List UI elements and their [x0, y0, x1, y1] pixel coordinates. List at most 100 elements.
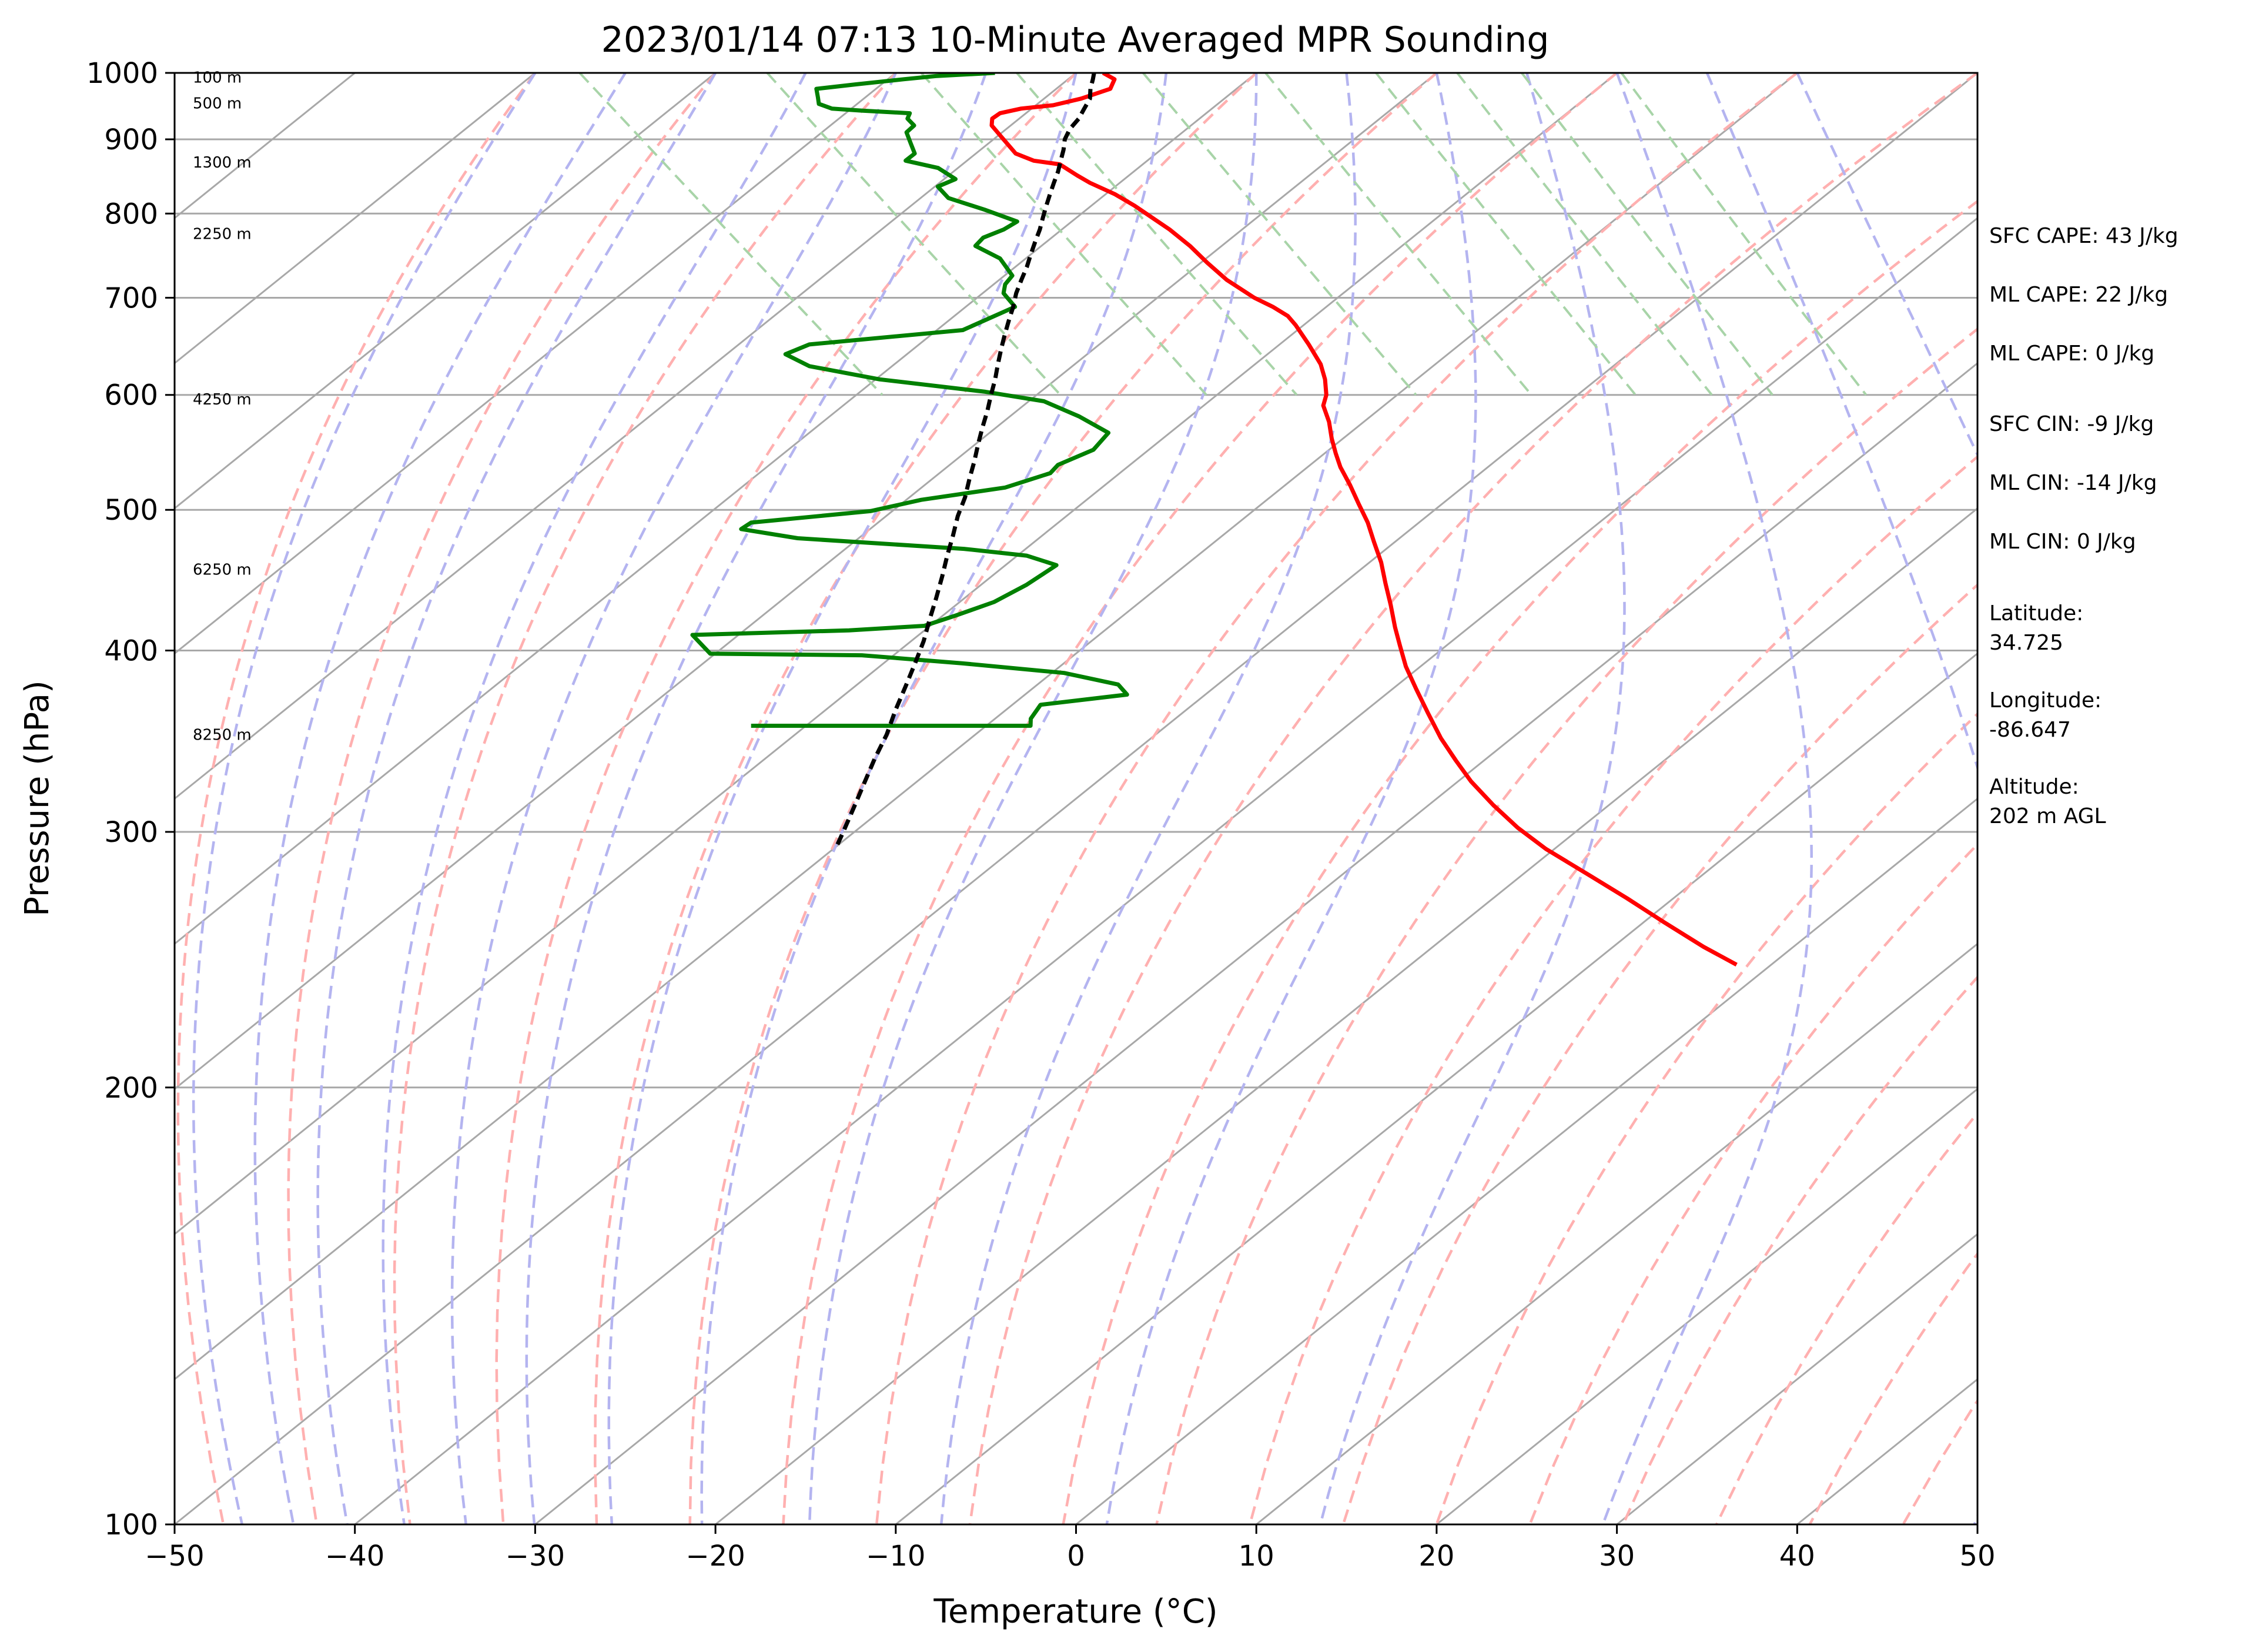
dry-adiabat [1435, 712, 1977, 1524]
isotherm [175, 73, 717, 510]
height-label: 1300 m [193, 154, 252, 172]
moist-adiabat [939, 73, 1357, 1524]
height-label: 4250 m [193, 391, 252, 409]
mixing-ratio-line [1142, 73, 1417, 396]
isotherm [175, 73, 536, 364]
moist-adiabat [1105, 73, 1477, 1524]
isotherm [175, 73, 1618, 1236]
y-tick-label: 600 [104, 379, 158, 412]
temperature-trace [989, 73, 1738, 967]
mixing-ratio-line [1264, 73, 1532, 396]
dry-adiabat [782, 73, 1618, 1524]
info-line: 202 m AGL [1989, 804, 2106, 828]
moist-adiabat [1319, 73, 1626, 1524]
dewpoint-trace [690, 73, 1129, 728]
mixing-ratio-line [1521, 73, 1773, 396]
mixing-ratio-line [1375, 73, 1637, 396]
isotherm [175, 73, 1257, 945]
y-tick-label: 900 [104, 123, 158, 156]
isotherm [1256, 942, 1977, 1524]
info-line: Altitude: [1989, 775, 2079, 799]
height-label: 8250 m [193, 727, 252, 744]
isotherm [715, 507, 1977, 1524]
mixing-ratio-line [1620, 73, 1868, 396]
y-tick-label: 500 [104, 494, 158, 527]
x-tick-label: 50 [1959, 1540, 1995, 1573]
dry-adiabat [393, 73, 897, 1524]
info-line: ML CIN: -14 J/kg [1989, 471, 2157, 495]
x-tick-label: −40 [325, 1540, 384, 1573]
mixing-ratio-line [1016, 73, 1298, 396]
x-tick-label: 30 [1599, 1540, 1635, 1573]
height-label: 100 m [193, 69, 242, 87]
chart-title: 2023/01/14 07:13 10-Minute Averaged MPR … [601, 19, 1550, 61]
dry-adiabat [176, 73, 537, 1524]
dry-adiabat [1341, 583, 1977, 1524]
x-tick-label: −30 [506, 1540, 565, 1573]
isotherm [175, 73, 1977, 1524]
x-tick-label: 40 [1779, 1540, 1815, 1573]
moist-adiabat [316, 73, 717, 1524]
isotherm [534, 362, 1977, 1524]
dry-adiabat [1062, 199, 1977, 1524]
isotherm [1075, 797, 1977, 1524]
y-tick-label: 100 [104, 1509, 158, 1541]
moist-adiabat [253, 73, 627, 1524]
mixing-ratio-line [1456, 73, 1713, 396]
isotherm [1435, 1088, 1977, 1524]
x-tick-label: 0 [1067, 1540, 1085, 1573]
y-tick-label: 400 [104, 635, 158, 668]
info-line: Longitude: [1989, 688, 2102, 713]
parcel-path-trace [835, 73, 1096, 846]
dry-adiabat [495, 73, 1078, 1524]
isotherm [354, 216, 1977, 1524]
isotherm [1616, 1233, 1977, 1524]
info-line: ML CIN: 0 J/kg [1989, 530, 2136, 554]
info-line: SFC CIN: -9 J/kg [1989, 412, 2154, 436]
y-tick-label: 800 [104, 198, 158, 230]
info-line: Latitude: [1989, 601, 2083, 626]
y-tick-label: 200 [104, 1072, 158, 1105]
height-label: 500 m [193, 95, 242, 113]
dry-adiabat [688, 73, 1438, 1524]
mixing-ratio-line [578, 73, 884, 396]
x-tick-label: 20 [1418, 1540, 1454, 1573]
info-panel: SFC CAPE: 43 J/kg ML CAPE: 22 J/kg ML CAPE… [1989, 224, 2179, 828]
y-tick-label: 1000 [86, 57, 158, 90]
height-label: 2250 m [193, 225, 252, 243]
moist-adiabat [607, 73, 1078, 1524]
y-tick-label: 300 [104, 816, 158, 849]
sounding-traces [690, 73, 1738, 967]
info-line: SFC CAPE: 43 J/kg [1989, 224, 2179, 248]
moist-adiabat [382, 73, 807, 1524]
dry-adiabat [287, 73, 717, 1524]
background-lines [175, 73, 1977, 1524]
x-tick-label: −20 [685, 1540, 745, 1573]
axis-ticks: −50 −40 −30 −20 −10 0 10 20 30 40 50 100 200 300 400 50… [86, 57, 1996, 1573]
moist-adiabat [1705, 73, 1977, 1524]
info-line: 34.725 [1989, 631, 2063, 655]
height-label: 6250 m [193, 561, 252, 578]
mixing-ratio-line [766, 73, 1062, 396]
moist-adiabat [1601, 73, 1813, 1524]
height-labels: 8250 m 6250 m 4250 m 2250 m 1300 m 500 m 100 m [193, 69, 252, 744]
info-line: ML CAPE: 0 J/kg [1989, 342, 2154, 366]
dry-adiabat [968, 73, 1977, 1524]
moist-adiabat [192, 73, 537, 1524]
isotherm [175, 73, 896, 655]
isotherm [895, 652, 1977, 1524]
x-axis-title: Temperature (°C) [933, 1593, 1217, 1631]
dry-adiabat [1155, 327, 1977, 1524]
x-tick-label: −50 [145, 1540, 204, 1573]
moist-adiabat [450, 73, 897, 1524]
info-line: -86.647 [1989, 718, 2071, 742]
info-line: ML CAPE: 22 J/kg [1989, 283, 2168, 307]
y-tick-label: 700 [104, 282, 158, 315]
y-axis-title: Pressure (hPa) [18, 680, 56, 917]
moist-adiabat [808, 73, 1258, 1524]
x-tick-label: −10 [866, 1540, 925, 1573]
dry-adiabat [594, 73, 1257, 1524]
dry-adiabat [875, 73, 1798, 1524]
